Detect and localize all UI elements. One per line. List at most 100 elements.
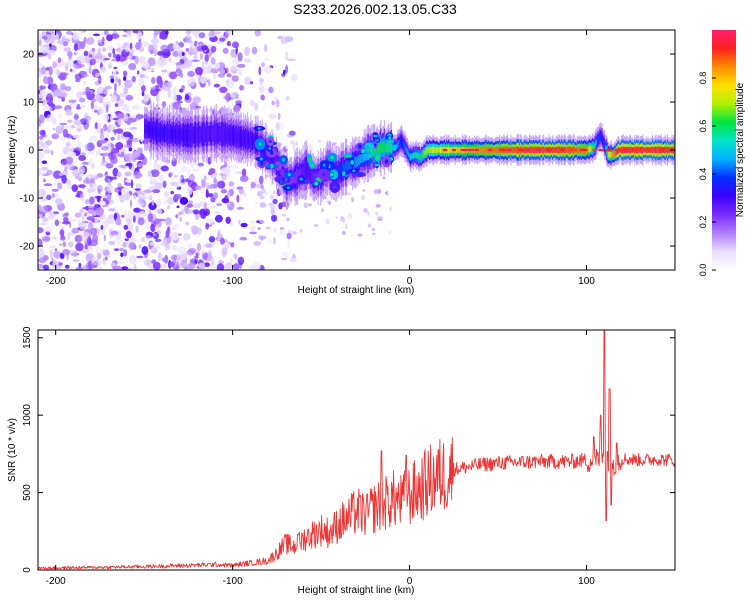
- noise-dot: [220, 188, 227, 194]
- snr-frame: [37, 329, 676, 571]
- noise-dot: [199, 77, 207, 84]
- noise-dot: [210, 45, 217, 53]
- noise-dot: [150, 169, 160, 178]
- noise-dot: [238, 188, 244, 195]
- noise-dot: [91, 47, 96, 52]
- ridge-cell: [615, 149, 617, 156]
- noise-dot: [249, 226, 256, 231]
- ridge-cell: [486, 147, 488, 153]
- ridge-blob-core: [388, 140, 392, 143]
- ridge-cell: [493, 147, 495, 153]
- noise-dot: [49, 43, 52, 48]
- ridge-cell: [300, 167, 302, 179]
- noise-dot: [127, 127, 136, 131]
- noise-dot: [140, 136, 144, 143]
- ridge-cell: [619, 147, 621, 153]
- noise-dot: [176, 205, 180, 209]
- noise-dot: [180, 214, 186, 217]
- noise-dot: [142, 61, 150, 69]
- ridge-cell: [160, 127, 162, 139]
- noise-dot: [164, 243, 171, 251]
- noise-dot: [272, 227, 277, 233]
- noise-dot: [157, 156, 162, 161]
- noise-dot: [151, 220, 157, 228]
- noise-dot: [160, 44, 169, 53]
- noise-dot: [251, 184, 255, 189]
- noise-dot: [367, 211, 370, 216]
- noise-dot: [148, 202, 157, 211]
- noise-dot: [103, 30, 109, 36]
- snr-y-label: SNR (10 * v/v): [7, 418, 18, 482]
- noise-dot: [264, 57, 270, 62]
- ridge-cell: [378, 144, 380, 153]
- noise-dot: [174, 193, 182, 200]
- noise-dot: [213, 83, 221, 88]
- ridge-cell: [162, 129, 164, 138]
- ridge-cell: [348, 160, 350, 170]
- noise-dot: [60, 92, 68, 98]
- ridge-cell: [346, 161, 348, 171]
- noise-dot: [125, 153, 134, 163]
- ridge-cell: [385, 143, 387, 152]
- ridge-cell: [222, 127, 224, 141]
- ridge-hotspot: [632, 148, 638, 152]
- noise-dot: [362, 189, 366, 192]
- noise-dot: [195, 252, 199, 259]
- noise-dot: [93, 33, 100, 37]
- noise-dot: [219, 237, 226, 245]
- noise-dot: [259, 219, 265, 224]
- ridge-cell: [611, 151, 613, 158]
- ridge-cell: [156, 125, 158, 138]
- noise-dot: [197, 162, 204, 167]
- ridge-cell: [299, 168, 301, 181]
- ridge-cell: [405, 145, 407, 152]
- noise-dot: [112, 207, 116, 211]
- noise-dot: [96, 127, 104, 134]
- noise-dot: [180, 252, 187, 260]
- ridge-cell: [544, 147, 546, 153]
- noise-dot: [68, 151, 77, 157]
- noise-dot: [204, 202, 207, 211]
- noise-dot: [60, 72, 69, 77]
- ridge-cell: [403, 142, 405, 148]
- noise-dot: [386, 190, 389, 196]
- noise-dot: [67, 119, 73, 123]
- noise-dot: [141, 246, 149, 255]
- ridge-cell: [430, 147, 432, 153]
- ridge-cell: [560, 147, 562, 153]
- ridge-blob-core: [376, 155, 379, 160]
- ridge-cell: [404, 143, 406, 151]
- noise-dot: [53, 105, 63, 109]
- ridge-blob-core: [260, 160, 264, 166]
- ridge-cell: [227, 129, 229, 141]
- ridge-cell: [245, 133, 247, 145]
- ridge-cell: [295, 171, 297, 183]
- ridge-cell: [179, 130, 181, 140]
- noise-dot: [149, 180, 153, 185]
- ridge-cell: [233, 130, 235, 142]
- noise-dot: [116, 171, 122, 178]
- noise-dot: [291, 73, 298, 81]
- ridge-cell: [172, 128, 174, 141]
- noise-dot: [186, 40, 193, 44]
- noise-dot: [198, 32, 206, 39]
- noise-dot: [130, 189, 136, 192]
- noise-dot: [138, 41, 143, 48]
- ridge-cell: [496, 147, 498, 154]
- ridge-cell: [643, 147, 645, 153]
- noise-dot: [258, 85, 265, 93]
- noise-dot: [88, 157, 94, 167]
- ridge-cell: [222, 128, 224, 140]
- noise-dot: [104, 254, 111, 258]
- noise-dot: [257, 227, 261, 230]
- ridge-cell: [415, 151, 417, 159]
- ridge-cell: [204, 128, 206, 140]
- ridge-cell: [148, 125, 150, 134]
- noise-dot: [201, 61, 205, 71]
- noise-dot: [81, 232, 89, 242]
- ridge-cell: [402, 140, 404, 147]
- noise-dot: [196, 48, 204, 52]
- noise-dot: [130, 137, 140, 143]
- noise-dot: [122, 103, 130, 111]
